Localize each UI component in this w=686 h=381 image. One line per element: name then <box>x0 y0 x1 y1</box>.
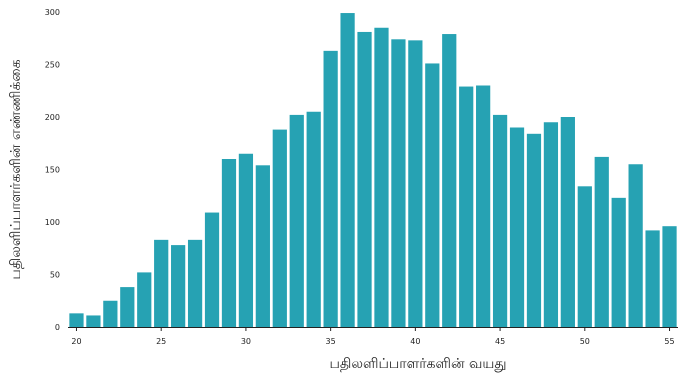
bar-age-53 <box>628 164 643 327</box>
x-axis-ticks: 20 25 30 35 40 45 50 55 <box>71 327 675 346</box>
y-tick-label: 250 <box>45 61 60 70</box>
x-axis-title: பதிலளிப்பாளர்களின் வயது <box>329 356 506 372</box>
bar-age-41 <box>425 63 440 327</box>
bar-age-36 <box>340 13 355 328</box>
bar-age-37 <box>357 31 372 327</box>
bar-age-40 <box>408 40 423 327</box>
bar-age-50 <box>577 186 592 327</box>
y-axis-title: பதிலளிப்பாளர்களின் எண்ணிக்கை <box>8 59 24 279</box>
x-tick-label: 35 <box>326 337 336 346</box>
bar-age-23 <box>120 287 135 327</box>
bar-age-20 <box>69 313 84 327</box>
bar-age-46 <box>509 127 525 327</box>
bar-age-21 <box>86 315 101 327</box>
bar-age-22 <box>103 300 118 327</box>
bar-age-31 <box>255 165 270 327</box>
bar-age-29 <box>221 159 237 327</box>
bar-age-51 <box>594 156 609 327</box>
y-tick-label: 300 <box>45 8 60 17</box>
bar-age-27 <box>187 239 203 327</box>
x-tick-label: 45 <box>495 337 505 346</box>
x-tick-label: 30 <box>241 337 251 346</box>
bars-layer <box>69 13 677 328</box>
bar-age-25 <box>154 239 169 327</box>
y-tick-label: 0 <box>55 323 60 332</box>
bar-age-54 <box>645 230 660 327</box>
bar-age-32 <box>272 129 287 327</box>
bar-age-24 <box>137 272 152 327</box>
y-tick-label: 50 <box>50 271 60 280</box>
bar-age-55 <box>662 226 677 327</box>
y-tick-label: 200 <box>45 113 60 122</box>
bar-age-42 <box>442 34 457 328</box>
x-tick-label: 20 <box>71 337 81 346</box>
bar-age-45 <box>492 114 508 328</box>
bar-age-52 <box>611 197 626 327</box>
bar-age-48 <box>543 122 559 327</box>
x-tick-label: 25 <box>156 337 166 346</box>
bar-age-33 <box>289 114 304 328</box>
bar-age-34 <box>306 111 321 327</box>
y-axis-ticks: 0 50 100 150 200 250 300 <box>45 8 60 332</box>
x-tick-label: 40 <box>410 337 420 346</box>
bar-age-47 <box>526 133 542 327</box>
bar-age-30 <box>238 153 254 327</box>
x-tick-label: 50 <box>580 337 590 346</box>
bar-age-44 <box>476 85 491 327</box>
bar-age-26 <box>171 245 186 327</box>
y-tick-label: 100 <box>45 218 60 227</box>
bar-age-38 <box>374 27 389 327</box>
bar-age-35 <box>323 50 338 327</box>
y-tick-label: 150 <box>45 166 60 175</box>
x-tick-label: 55 <box>664 337 674 346</box>
bar-age-28 <box>204 212 220 327</box>
bar-age-43 <box>459 86 474 327</box>
bar-age-49 <box>560 117 575 327</box>
bar-age-39 <box>391 39 406 328</box>
